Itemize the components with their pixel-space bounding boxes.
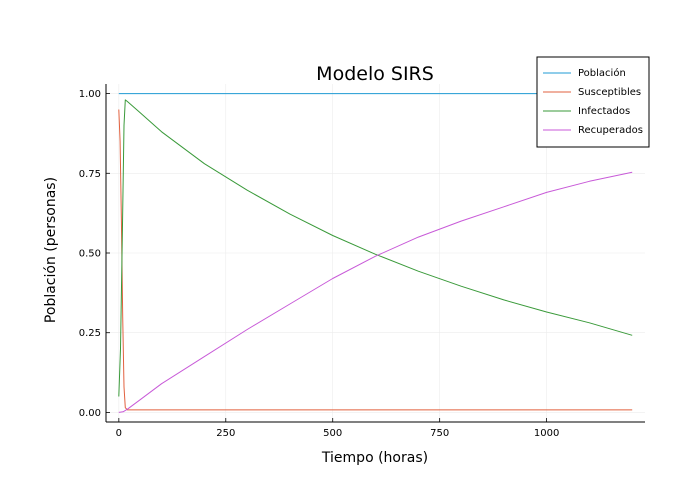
- y-axis-title: Población (personas): [43, 177, 59, 323]
- plot-area: [118, 93, 633, 413]
- series-line-1: [118, 109, 633, 411]
- axes: 0 250 500 750 1000 0.00 0.25 0.50 0.75 1.00: [79, 84, 645, 439]
- legend-label: Recuperados: [578, 125, 643, 136]
- x-axis-title: Tiempo (horas): [321, 450, 428, 466]
- x-tick-label: 500: [323, 428, 342, 439]
- y-tick-label: 0.50: [79, 249, 101, 260]
- series-line-2: [118, 99, 633, 397]
- legend-label: Infectados: [578, 106, 630, 117]
- x-tick-label: 750: [430, 428, 449, 439]
- y-tick-label: 0.00: [79, 408, 101, 419]
- y-tick-label: 1.00: [79, 89, 101, 100]
- x-tick-label: 0: [116, 428, 122, 439]
- y-tick-label: 0.25: [79, 328, 101, 339]
- legend-box: [536, 56, 650, 148]
- chart-title: Modelo SIRS: [316, 63, 434, 85]
- y-tick-label: 0.75: [79, 169, 101, 180]
- legend: Población Susceptibles Infectados Recuperad…: [536, 56, 650, 148]
- legend-label: Susceptibles: [578, 87, 641, 98]
- series-line-3: [118, 171, 633, 413]
- x-tick-label: 1000: [534, 428, 559, 439]
- legend-label: Población: [578, 67, 626, 79]
- x-tick-label: 250: [216, 428, 235, 439]
